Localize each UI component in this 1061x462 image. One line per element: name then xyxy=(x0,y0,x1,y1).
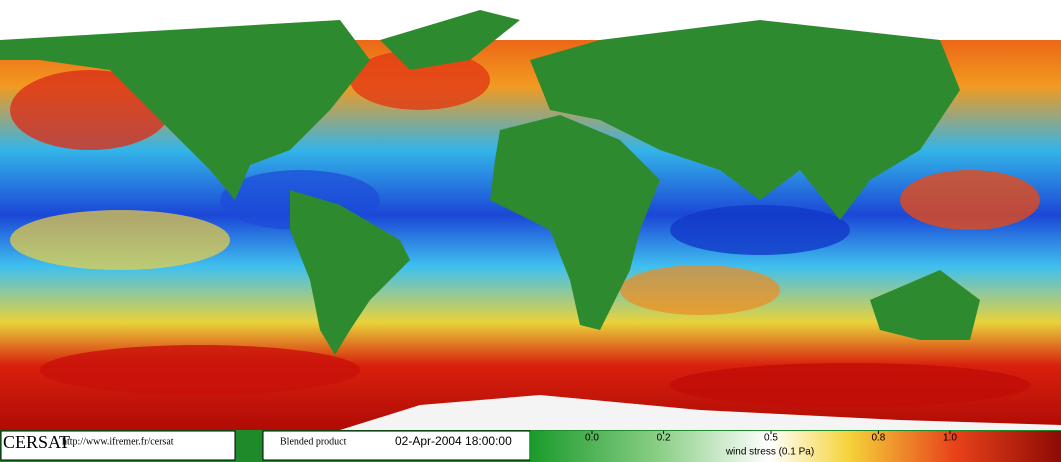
colorbar-tick-label: 0.2 xyxy=(657,433,671,444)
logo-box xyxy=(0,430,236,461)
url[interactable]: http://www.ifremer.fr/cersat xyxy=(62,436,174,447)
antarctica xyxy=(340,395,1061,430)
date: 02-Apr-2004 18:00:00 xyxy=(395,434,512,448)
colorbar-tick-label: 0.5 xyxy=(764,433,778,444)
colorbar-tick-label: 0.8 xyxy=(871,433,885,444)
colorbar-tick-label: 0.0 xyxy=(585,433,599,444)
colorbar-tick-label: 1.0 xyxy=(943,433,957,444)
logo: CERSAT xyxy=(3,432,70,452)
product: Blended product xyxy=(280,436,347,447)
footer: CERSAT http://www.ifremer.fr/cersat Blen… xyxy=(0,430,1061,462)
land xyxy=(0,10,980,355)
colorbar-label: wind stress (0.1 Pa) xyxy=(725,447,814,458)
product-box xyxy=(262,430,531,461)
colorbar xyxy=(530,431,1061,462)
